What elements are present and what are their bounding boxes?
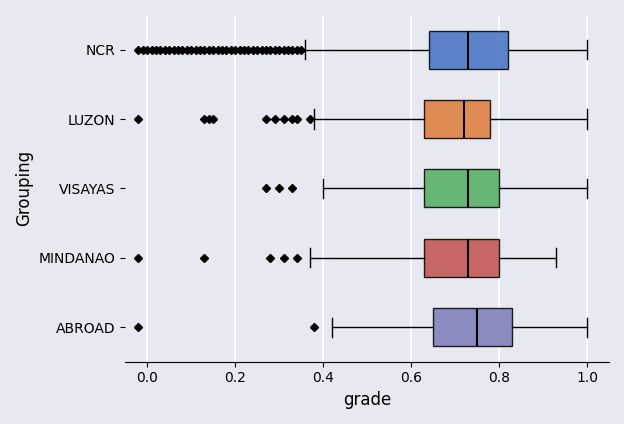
PathPatch shape	[424, 239, 499, 277]
PathPatch shape	[424, 169, 499, 207]
PathPatch shape	[433, 308, 512, 346]
Y-axis label: Grouping: Grouping	[15, 150, 33, 226]
PathPatch shape	[429, 31, 508, 69]
X-axis label: grade: grade	[343, 391, 391, 409]
PathPatch shape	[424, 100, 490, 138]
